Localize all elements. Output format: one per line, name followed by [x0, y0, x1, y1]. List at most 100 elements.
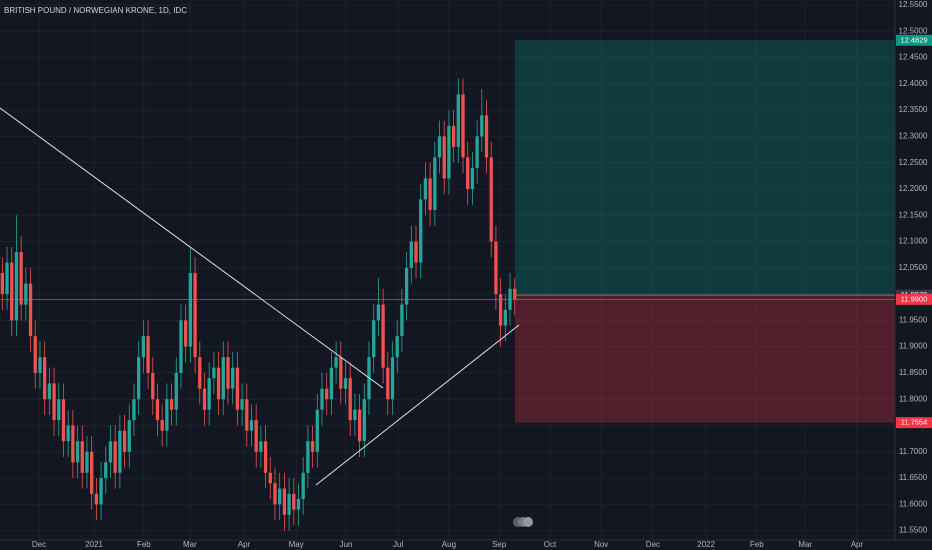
candle-body	[179, 320, 183, 373]
candle-body	[461, 94, 465, 158]
y-tick-label: 12.3500	[899, 105, 928, 114]
candle-body	[47, 383, 52, 400]
y-tick-label: 11.9000	[899, 342, 928, 351]
candle-body	[292, 493, 296, 510]
candle-body	[254, 420, 258, 452]
candle-body	[104, 462, 108, 479]
candle-body	[141, 336, 146, 358]
candle-body	[57, 399, 61, 421]
candle-body	[348, 378, 352, 421]
candle-body	[498, 294, 503, 326]
candle-body	[146, 336, 150, 373]
y-tick-label: 12.3000	[899, 132, 928, 141]
y-tick-label: 11.9500	[899, 315, 928, 324]
y-tick-label: 12.4500	[899, 53, 928, 62]
candle-body	[127, 420, 131, 452]
y-tick-label: 11.6500	[899, 473, 928, 482]
chart-title: BRITISH POUND / NORWEGIAN KRONE, 1D, IDC	[4, 6, 187, 15]
candle-body	[66, 425, 70, 442]
candle-body	[437, 136, 442, 158]
candle-body	[334, 357, 338, 368]
target-zone[interactable]	[515, 40, 895, 296]
y-tick-label: 11.6000	[899, 499, 928, 508]
replay-icon[interactable]	[513, 517, 533, 527]
candle-body	[428, 178, 432, 210]
candle-body	[184, 320, 188, 347]
price-tag	[896, 34, 932, 46]
price-tag-label: 11.9900	[901, 294, 928, 303]
candle-body	[357, 409, 362, 442]
candle-body	[155, 399, 160, 421]
y-tick-label: 12.1000	[899, 237, 928, 246]
candle-body	[306, 441, 310, 473]
candle-body	[419, 199, 423, 263]
y-tick-label: 12.5000	[899, 26, 928, 35]
candle-body	[71, 425, 75, 463]
candle-body	[400, 304, 404, 337]
candle-body	[395, 336, 399, 358]
candle-body	[508, 288, 512, 310]
x-tick-label: Apr	[238, 540, 251, 549]
y-tick-label: 11.8500	[899, 368, 928, 377]
candle-body	[489, 157, 493, 242]
candle-body	[287, 493, 291, 515]
x-tick-label: Jul	[393, 540, 403, 549]
candle-body	[174, 372, 178, 410]
trend-line[interactable]	[315, 324, 520, 486]
x-tick-label: May	[289, 540, 304, 549]
position-tool[interactable]	[0, 40, 895, 423]
x-tick-label: Feb	[137, 540, 151, 549]
icon-dot[interactable]	[523, 517, 533, 527]
candle-body	[108, 441, 113, 463]
candle-body	[503, 309, 507, 326]
candle-body	[5, 262, 9, 295]
candle-body	[386, 367, 390, 400]
candle-body	[329, 367, 334, 400]
candle-body	[43, 357, 47, 400]
y-tick-label: 12.5500	[899, 0, 928, 9]
x-tick-label: Aug	[442, 540, 456, 549]
candle-body	[235, 367, 240, 410]
candle-body	[372, 320, 376, 358]
candle-body	[475, 136, 479, 168]
candle-body	[193, 273, 197, 358]
candle-body	[414, 241, 418, 263]
candle-body	[259, 441, 263, 452]
price-tag	[896, 417, 932, 429]
candle-body	[296, 499, 301, 510]
y-tick-label: 11.8000	[899, 394, 928, 403]
x-tick-label: 2022	[697, 540, 715, 549]
candle-body	[343, 378, 348, 389]
candle-body	[409, 241, 413, 268]
candle-body	[268, 472, 272, 484]
candle-body	[75, 441, 80, 463]
axes: 12.5500 12.5000 12.4500 12.4000 12.3500 12.30…	[32, 0, 932, 549]
candle-body	[80, 441, 84, 473]
candle-body	[221, 357, 225, 400]
trend-line[interactable]	[0, 107, 384, 389]
y-tick-label: 11.5500	[899, 526, 928, 535]
candle-body	[310, 441, 315, 452]
x-tick-label: Nov	[594, 540, 608, 549]
candle-body	[165, 399, 169, 431]
x-tick-label: 2021	[85, 540, 103, 549]
candle-body	[315, 409, 319, 452]
candle-body	[226, 357, 230, 389]
candle-body	[433, 157, 437, 210]
x-tick-label: Apr	[851, 540, 864, 549]
candle-body	[33, 336, 37, 373]
candle-body	[480, 115, 484, 137]
y-tick-label: 12.0500	[899, 263, 928, 272]
candle-body	[151, 372, 155, 400]
candle-body	[249, 420, 254, 431]
price-tag-label: 11.7554	[901, 418, 928, 427]
candle-body	[0, 273, 4, 295]
candle-body	[94, 493, 99, 505]
candle-body	[160, 420, 164, 431]
stop-zone[interactable]	[515, 295, 895, 423]
candle-body	[362, 399, 366, 442]
candle-body	[10, 262, 14, 321]
candle-body	[240, 399, 244, 410]
candle-body	[451, 125, 456, 147]
candle-body	[376, 304, 381, 321]
